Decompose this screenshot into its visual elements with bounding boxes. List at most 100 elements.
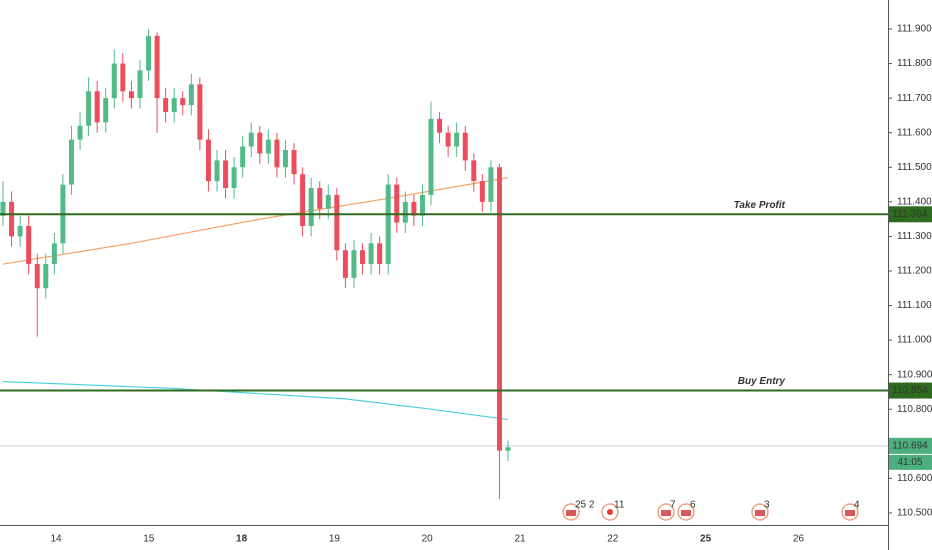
candle-body bbox=[34, 264, 40, 289]
x-tick-label: 19 bbox=[329, 534, 341, 545]
candle-body bbox=[248, 132, 254, 147]
candle-body bbox=[171, 98, 177, 112]
candle-body bbox=[43, 264, 49, 289]
candle-body bbox=[231, 167, 237, 189]
x-tick-label: 21 bbox=[514, 534, 526, 545]
candle-body bbox=[342, 250, 348, 278]
candle-body bbox=[146, 35, 152, 71]
candle-body bbox=[111, 63, 117, 99]
candle-body bbox=[9, 201, 15, 237]
event-flag bbox=[661, 510, 671, 516]
candle-body bbox=[317, 188, 323, 209]
candle-body bbox=[479, 181, 485, 202]
y-tick-label: 110.900 bbox=[897, 369, 932, 380]
y-tick-label: 111.300 bbox=[897, 231, 932, 242]
candle-body bbox=[274, 139, 280, 168]
event-label: 25 2 bbox=[575, 500, 595, 511]
x-tick-label: 15 bbox=[143, 534, 155, 545]
candle-body bbox=[368, 243, 374, 265]
level-price-label: 110.854 bbox=[892, 385, 928, 396]
candle-body bbox=[385, 184, 391, 265]
countdown-label: 41:05 bbox=[897, 457, 922, 468]
candle-body bbox=[0, 201, 6, 216]
candle-body bbox=[86, 91, 92, 126]
level-price-label: 111.364 bbox=[893, 209, 928, 220]
x-tick-label: 18 bbox=[236, 534, 248, 545]
x-tick-label: 26 bbox=[793, 534, 805, 545]
candle-body bbox=[17, 226, 23, 237]
level-price-box bbox=[889, 382, 932, 399]
x-tick-label: 14 bbox=[50, 534, 62, 545]
last-price-box bbox=[889, 437, 932, 454]
candle-body bbox=[128, 91, 134, 99]
y-tick-label: 110.800 bbox=[897, 404, 932, 415]
moving-average bbox=[2, 177, 509, 265]
event-flag bbox=[845, 510, 855, 516]
x-tick-label: 20 bbox=[422, 534, 434, 545]
candle-body bbox=[334, 194, 340, 251]
event-flag bbox=[755, 510, 765, 516]
candle-body bbox=[445, 132, 451, 147]
x-tick-label: 25 bbox=[700, 534, 712, 545]
candle-body bbox=[454, 132, 460, 147]
candle-body bbox=[488, 167, 494, 202]
candle-body bbox=[154, 35, 160, 99]
candle-body bbox=[257, 132, 263, 154]
candle-body bbox=[360, 250, 366, 265]
y-tick-label: 111.900 bbox=[897, 24, 932, 35]
candle-body bbox=[505, 447, 511, 451]
y-tick-label: 111.500 bbox=[897, 162, 932, 173]
candle-body bbox=[120, 63, 126, 92]
candle-body bbox=[214, 160, 220, 182]
candle-body bbox=[428, 118, 434, 195]
candle-body bbox=[282, 150, 288, 168]
candle-body bbox=[351, 250, 357, 278]
candle-body bbox=[51, 243, 57, 265]
candle-body bbox=[394, 184, 400, 223]
event-label: 3 bbox=[764, 500, 770, 511]
candle-body bbox=[223, 160, 229, 189]
event-label: 11 bbox=[614, 500, 625, 511]
y-tick-label: 111.400 bbox=[897, 196, 932, 207]
y-tick-label: 111.700 bbox=[897, 93, 932, 104]
candle-body bbox=[291, 150, 297, 175]
candle-body bbox=[377, 243, 383, 265]
x-tick-label: 22 bbox=[607, 534, 619, 545]
event-label: 7 bbox=[670, 500, 676, 511]
candle-body bbox=[188, 84, 194, 106]
candle-body bbox=[437, 118, 443, 133]
candle-body bbox=[137, 70, 143, 99]
level-name: Buy Entry bbox=[738, 376, 786, 387]
last-price-label: 110.694 bbox=[892, 440, 928, 451]
candle-body bbox=[462, 132, 468, 161]
level-name: Take Profit bbox=[734, 200, 786, 211]
candle-body bbox=[308, 188, 314, 227]
candle-body bbox=[197, 84, 203, 140]
candle-body bbox=[496, 167, 502, 451]
candle-body bbox=[411, 201, 417, 216]
y-tick-label: 111.800 bbox=[897, 58, 932, 69]
countdown-box bbox=[889, 454, 932, 470]
y-tick-label: 111.600 bbox=[897, 127, 932, 138]
y-tick-label: 110.500 bbox=[897, 508, 932, 519]
event-label: 6 bbox=[690, 500, 696, 511]
candle-body bbox=[325, 194, 331, 209]
candle-body bbox=[419, 194, 425, 216]
candle-body bbox=[180, 98, 186, 106]
y-tick-label: 110.600 bbox=[897, 473, 932, 484]
candle-body bbox=[103, 98, 109, 123]
event-label: 4 bbox=[854, 500, 860, 511]
y-tick-label: 111.000 bbox=[897, 335, 932, 346]
candle-body bbox=[471, 160, 477, 182]
candle-body bbox=[94, 91, 100, 123]
candle-body bbox=[240, 146, 246, 168]
candle-body bbox=[77, 125, 83, 140]
candle-body bbox=[68, 139, 74, 185]
candle-body bbox=[163, 98, 169, 112]
y-tick-label: 111.200 bbox=[897, 266, 932, 277]
candle-body bbox=[300, 174, 306, 227]
y-tick-label: 111.100 bbox=[897, 300, 932, 311]
moving-average bbox=[2, 380, 509, 421]
level-price-box bbox=[889, 206, 932, 223]
